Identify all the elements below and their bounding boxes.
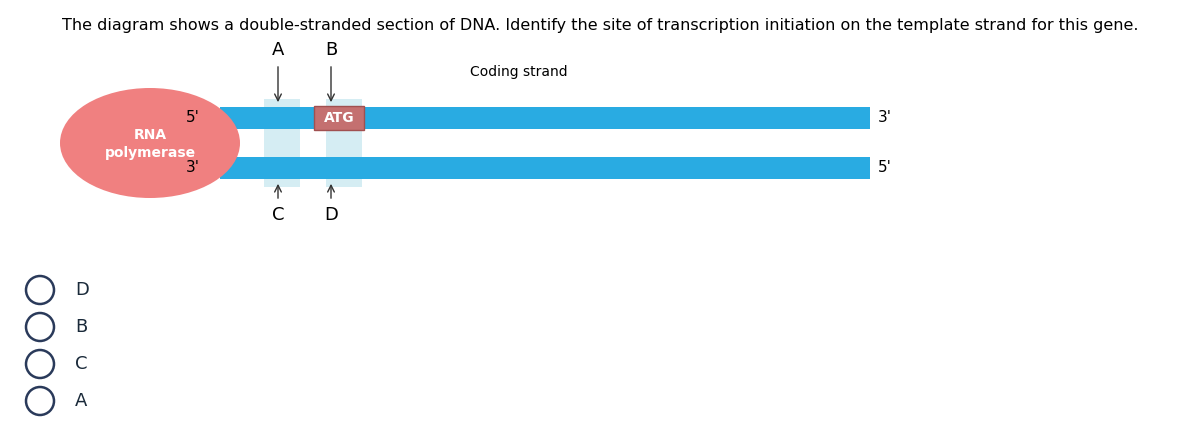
Bar <box>326 99 362 187</box>
Text: 5': 5' <box>878 161 892 176</box>
Text: A: A <box>272 41 284 59</box>
Text: 3': 3' <box>186 161 200 176</box>
Bar <box>264 99 300 187</box>
Bar <box>220 107 870 129</box>
FancyBboxPatch shape <box>314 106 364 130</box>
Text: B: B <box>325 41 337 59</box>
Text: B: B <box>74 318 88 336</box>
Text: D: D <box>324 206 338 224</box>
Text: D: D <box>74 281 89 299</box>
Ellipse shape <box>60 88 240 198</box>
Text: A: A <box>74 392 88 410</box>
Text: RNA: RNA <box>133 128 167 142</box>
Text: Coding strand: Coding strand <box>470 65 568 79</box>
Text: The diagram shows a double-stranded section of DNA. Identify the site of transcr: The diagram shows a double-stranded sect… <box>61 18 1139 33</box>
Text: C: C <box>271 206 284 224</box>
Bar <box>220 157 870 179</box>
Text: polymerase: polymerase <box>104 146 196 160</box>
Text: C: C <box>74 355 88 373</box>
Text: 5': 5' <box>186 111 200 126</box>
Text: ATG: ATG <box>324 111 354 125</box>
Text: 3': 3' <box>878 111 892 126</box>
